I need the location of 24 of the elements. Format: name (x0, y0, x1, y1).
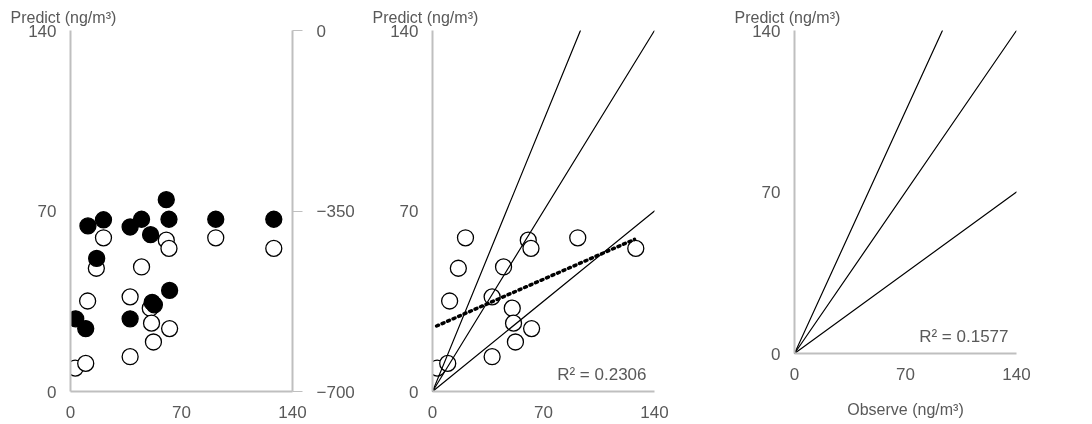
y-tick-label: 0 (771, 344, 781, 364)
y-tick-label: 70 (37, 202, 57, 221)
x-tick-label: 0 (789, 364, 800, 384)
y-tick-label: 0 (409, 382, 419, 402)
y-tick-label: 70 (761, 183, 781, 202)
y-tick-label: 0 (47, 382, 57, 402)
x-tick-label: 70 (172, 402, 191, 422)
x-tick-label: 140 (278, 402, 307, 422)
annotation: R² = 0.1577 (919, 326, 1009, 346)
y2-tick-label: 0 (316, 21, 326, 41)
y-axis-title: Predict (ng/m³) (10, 8, 117, 26)
y-tick-label: 70 (399, 202, 419, 221)
y-axis-title: Predict (ng/m³) (372, 8, 479, 26)
x-tick-label: 70 (896, 364, 915, 384)
y-axis-title: Predict (ng/m³) (734, 8, 841, 26)
x-tick-label: 70 (534, 402, 553, 422)
x-tick-label: 0 (65, 402, 76, 422)
y2-tick-label: −350 (316, 202, 355, 221)
x-axis-title: Observe (ng/m³) (847, 400, 964, 418)
x-tick-label: 140 (640, 402, 669, 422)
y2-tick-label: −700 (316, 382, 355, 402)
x-tick-label: 140 (1002, 364, 1031, 384)
x-tick-label: 0 (427, 402, 438, 422)
annotation: R² = 0.2306 (557, 364, 647, 384)
